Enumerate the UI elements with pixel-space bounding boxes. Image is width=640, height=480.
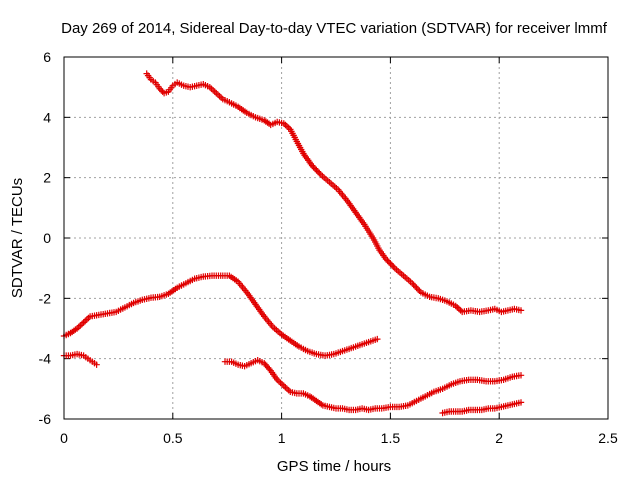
data-point: [80, 319, 87, 326]
data-point: [316, 169, 323, 177]
y-axis-label: SDTVAR / TECUs: [9, 178, 26, 298]
x-tick-label: 0.5: [163, 430, 183, 446]
data-point: [413, 284, 420, 291]
data-point: [282, 384, 289, 391]
y-tick-label: 2: [43, 170, 51, 186]
y-tick-labels: -6 -4 -2 0 2 4 6: [39, 49, 52, 427]
x-tick-label: 1: [278, 430, 286, 446]
data-point: [266, 366, 273, 373]
data-point: [411, 283, 419, 290]
x-tick-label: 2: [495, 430, 503, 446]
data-point: [82, 317, 89, 325]
y-tick-label: -4: [39, 351, 52, 367]
x-axis-label: GPS time / hours: [277, 458, 391, 475]
grid-layer: [63, 56, 609, 420]
data-point: [414, 286, 422, 293]
data-point: [390, 263, 397, 270]
series-track-5: [439, 399, 525, 417]
data-point: [387, 260, 394, 267]
x-tick-labels: 0 0.5 1 1.5 2 2.5: [60, 430, 618, 446]
data-point: [159, 88, 166, 95]
data-point: [311, 165, 319, 172]
data-point: [310, 163, 317, 171]
data-point: [93, 361, 100, 368]
data-point: [308, 162, 316, 169]
data-point: [410, 281, 417, 288]
x-tick-label: 1.5: [381, 430, 401, 446]
series-track-3: [60, 350, 100, 368]
y-tick-label: -6: [39, 411, 52, 427]
data-point: [385, 258, 393, 266]
data-point: [388, 261, 396, 269]
data-point: [313, 166, 320, 174]
data-point: [156, 85, 163, 92]
data-point: [416, 287, 423, 294]
y-tick-label: -2: [39, 290, 52, 306]
series-track-2: [60, 272, 381, 359]
y-tick-label: 4: [43, 109, 51, 125]
data-layer: [60, 70, 525, 417]
y-tick-label: 6: [43, 49, 51, 65]
x-tick-label: 0: [60, 430, 68, 446]
data-point: [382, 255, 390, 263]
data-point: [374, 335, 381, 343]
y-tick-label: 0: [43, 230, 51, 246]
data-point: [158, 87, 165, 94]
data-point: [384, 257, 391, 264]
plot-frame: [63, 56, 609, 420]
data-point: [517, 399, 525, 406]
data-point: [277, 379, 284, 386]
data-point: [517, 307, 525, 314]
chart-title: Day 269 of 2014, Sidereal Day-to-day VTE…: [61, 20, 608, 37]
x-tick-label: 2.5: [598, 430, 618, 446]
series-track-4: [221, 357, 525, 414]
data-point: [216, 93, 223, 100]
series-track-1: [143, 70, 525, 316]
data-point: [211, 88, 218, 95]
data-point: [314, 168, 322, 175]
data-point: [517, 372, 525, 379]
